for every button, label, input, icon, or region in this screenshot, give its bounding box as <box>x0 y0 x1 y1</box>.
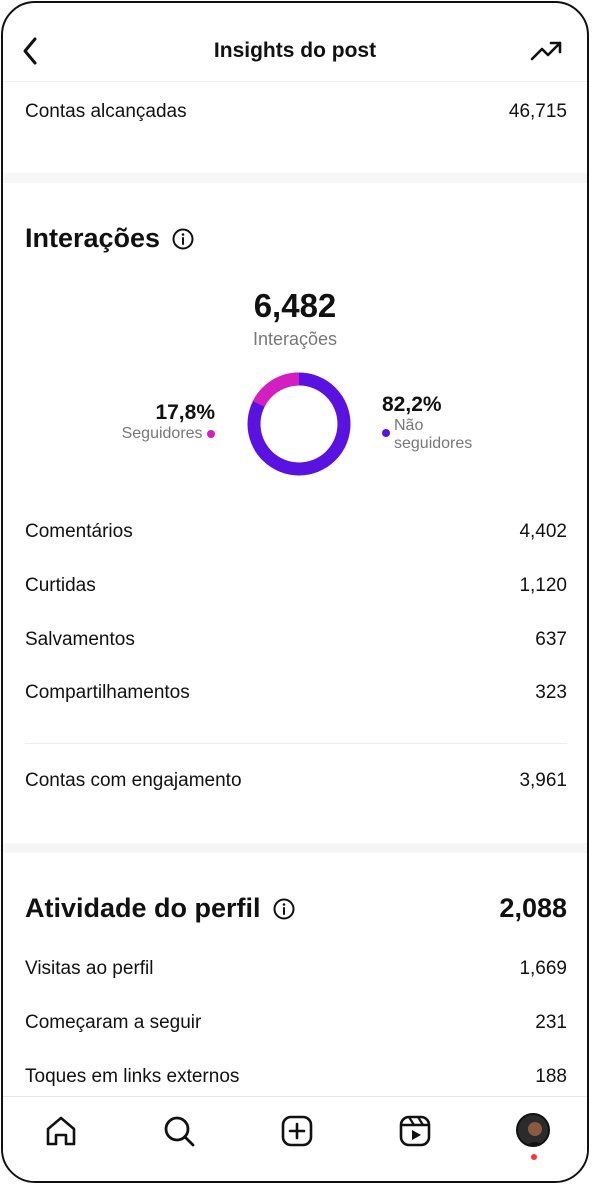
metric-row: Curtidas 1,120 <box>25 575 567 597</box>
metric-row: Começaram a seguir 231 <box>25 1012 567 1034</box>
followers-legend: 17,8% Seguidores <box>111 401 215 443</box>
reach-row: Contas alcançadas 46,715 <box>25 101 567 123</box>
notification-dot <box>531 1154 537 1160</box>
section-separator <box>3 173 587 183</box>
non-followers-legend: 82,2% Não seguidores <box>382 393 502 453</box>
metric-value: 188 <box>535 1066 567 1087</box>
engaged-label: Contas com engajamento <box>25 770 242 791</box>
info-icon[interactable] <box>172 228 194 250</box>
followers-arc <box>247 372 351 476</box>
interactions-donut-chart <box>247 372 351 476</box>
metric-row: Toques em links externos 188 <box>25 1066 567 1088</box>
metric-value: 1,120 <box>519 575 567 596</box>
reach-value: 46,715 <box>508 101 567 122</box>
engaged-accounts-row: Contas com engajamento 3,961 <box>25 770 567 792</box>
metric-label: Curtidas <box>25 575 96 596</box>
profile-activity-total: 2,088 <box>499 893 567 923</box>
metric-label: Começaram a seguir <box>25 1012 202 1033</box>
non-followers-label-2: seguidores <box>394 435 473 452</box>
profile-activity-heading: Atividade do perfil <box>25 893 295 924</box>
non-followers-pct: 82,2% <box>382 393 442 416</box>
home-icon[interactable] <box>43 1113 79 1149</box>
metric-label: Toques em links externos <box>25 1066 240 1087</box>
metric-label: Comentários <box>25 521 133 542</box>
interactions-total: 6,482 <box>253 287 337 324</box>
interactions-title: Interações <box>25 223 161 253</box>
metric-value: 323 <box>535 682 567 703</box>
profile-avatar[interactable] <box>516 1113 550 1147</box>
metric-label: Salvamentos <box>25 629 135 650</box>
interactions-total-label: Interações <box>252 329 338 349</box>
section-separator <box>3 843 587 853</box>
engaged-value: 3,961 <box>519 770 567 791</box>
row-divider <box>25 743 567 744</box>
metric-value: 231 <box>535 1012 567 1033</box>
non-followers-label-1: Não <box>394 417 424 434</box>
followers-label: Seguidores <box>121 425 203 442</box>
metric-value: 1,669 <box>519 958 567 979</box>
profile-activity-title: Atividade do perfil <box>25 893 261 923</box>
metric-row: Compartilhamentos 323 <box>25 682 567 704</box>
metric-label: Compartilhamentos <box>25 682 190 703</box>
search-icon[interactable] <box>161 1113 197 1149</box>
metric-row: Visitas ao perfil 1,669 <box>25 958 567 980</box>
metric-row: Comentários 4,402 <box>25 521 567 543</box>
followers-pct: 17,8% <box>155 401 215 424</box>
interactions-heading: Interações <box>25 223 194 254</box>
metric-value: 4,402 <box>519 521 567 542</box>
trending-up-icon[interactable] <box>529 37 565 65</box>
followers-dot <box>207 429 215 438</box>
reach-label: Contas alcançadas <box>25 101 187 122</box>
non-followers-dot <box>382 429 390 437</box>
metric-row: Salvamentos 637 <box>25 629 567 651</box>
create-icon[interactable] <box>279 1113 315 1149</box>
bottom-tab-bar <box>3 1096 587 1181</box>
metric-label: Visitas ao perfil <box>25 958 154 979</box>
top-header: Insights do post <box>3 3 587 82</box>
page-title: Insights do post <box>213 39 377 62</box>
chevron-left-icon[interactable] <box>17 33 45 69</box>
metric-value: 637 <box>535 629 567 650</box>
info-icon[interactable] <box>273 898 295 920</box>
reels-icon[interactable] <box>397 1113 433 1149</box>
avatar-image <box>518 1115 548 1145</box>
